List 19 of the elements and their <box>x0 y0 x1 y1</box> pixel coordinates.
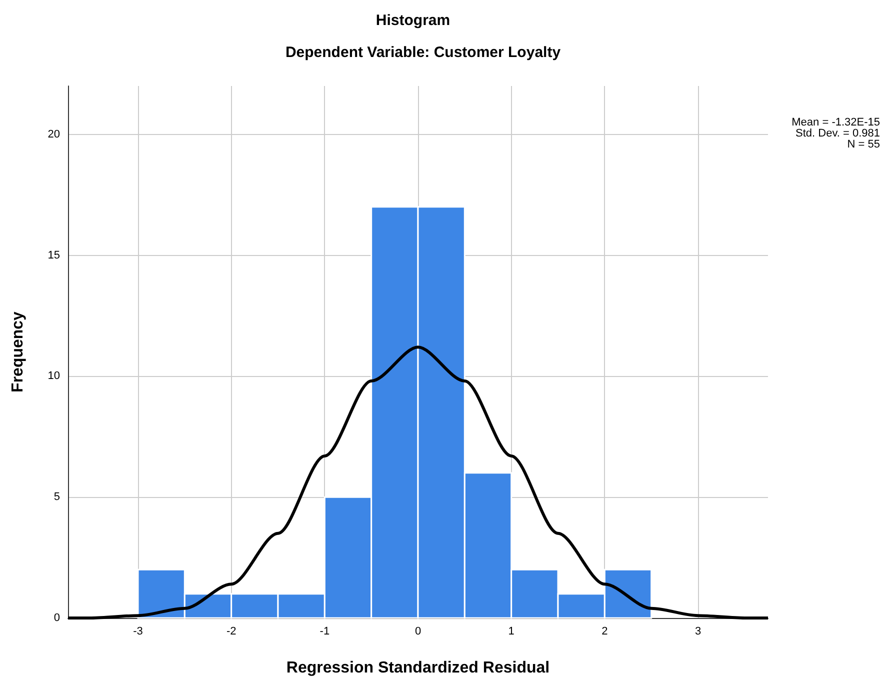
x-tick-label: 2 <box>602 626 608 638</box>
y-tick-label: 0 <box>54 612 60 624</box>
x-tick-label: -1 <box>320 626 330 638</box>
text: N = 55 <box>847 138 880 150</box>
y-tick-label: 10 <box>48 370 60 382</box>
x-tick-label: -3 <box>133 626 143 638</box>
text: Std. Dev. = 0.981 <box>796 128 880 140</box>
text: Mean = -1.32E-15 <box>792 116 880 128</box>
x-tick-label: 3 <box>694 626 702 638</box>
x-tick-label: -2 <box>226 626 236 638</box>
y-axis-title: Frequency <box>10 311 26 392</box>
x-tick-label: 0 <box>414 626 422 638</box>
y-tick-label: 15 <box>48 249 60 262</box>
y-tick-label: 20 <box>48 128 60 140</box>
y-tick-label: 5 <box>54 491 60 504</box>
chart-title: Histogram <box>376 12 450 29</box>
x-axis-title: Regression Standardized Residual <box>286 660 550 676</box>
chart-subtitle: Dependent Variable: Customer Loyalty <box>285 44 562 61</box>
x-tick-label: 1 <box>508 626 514 638</box>
